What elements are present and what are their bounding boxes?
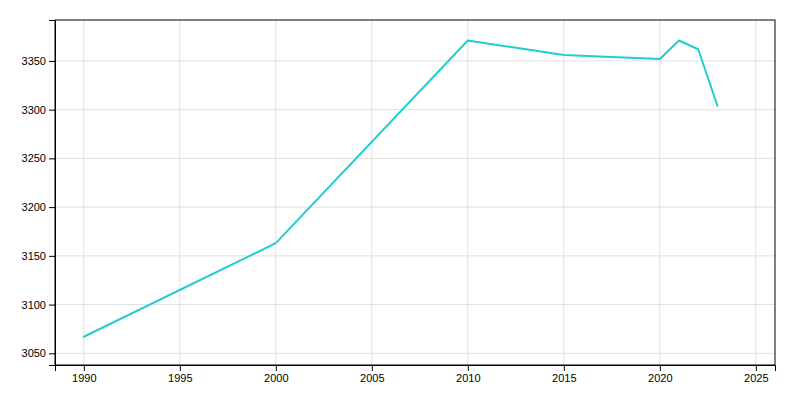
tick: 3350 [22, 55, 55, 67]
grid-line-y [55, 60, 775, 61]
tick: 3300 [22, 104, 55, 116]
tick-label: 1995 [168, 372, 192, 384]
tick-label: 3300 [22, 104, 46, 116]
axis-line [49, 21, 56, 366]
marks [84, 40, 718, 336]
grid-line-x [467, 20, 468, 365]
tick-label: 3350 [22, 55, 46, 67]
grid-line-y [55, 255, 775, 256]
plot: 1990 1995 2000 2005 2010 2015 2020 2025 3050 3100… [22, 20, 776, 384]
plot-frame [55, 20, 775, 365]
tick-mark [180, 365, 181, 371]
grid-line-x [83, 20, 84, 365]
x-axis: 1990 1995 2000 2005 2010 2015 2020 2025 [56, 365, 776, 384]
axis-line [56, 366, 776, 372]
tick: 3250 [22, 152, 55, 164]
tick: 1995 [168, 365, 192, 384]
grid-line-x [563, 20, 564, 365]
tick-mark [49, 158, 55, 159]
tick: 3100 [22, 299, 55, 311]
tick-mark [49, 353, 55, 354]
tick-mark [660, 365, 661, 371]
tick: 2015 [552, 365, 576, 384]
grid-line-y [55, 304, 775, 305]
tick-mark [49, 110, 55, 111]
tick: 2010 [456, 365, 480, 384]
tick-label: 3100 [22, 299, 46, 311]
y-axis: 3050 3100 3150 3200 3250 3300 3350 [22, 21, 56, 366]
tick-mark [49, 207, 55, 208]
tick-label: 2025 [744, 372, 768, 384]
tick-label: 3150 [22, 250, 46, 262]
tick-mark [49, 256, 55, 257]
grid-line-x [179, 20, 180, 365]
tick-mark [84, 365, 85, 371]
tick: 2005 [360, 365, 384, 384]
tick-mark [468, 365, 469, 371]
grid-line-y [55, 353, 775, 354]
tick-mark [49, 61, 55, 62]
tick: 1990 [72, 365, 96, 384]
grid-line-x [275, 20, 276, 365]
grid-line-y [55, 207, 775, 208]
tick-label: 2020 [648, 372, 672, 384]
tick: 3050 [22, 347, 55, 359]
tick-mark [756, 365, 757, 371]
tick: 3150 [22, 250, 55, 262]
grid-line-x [371, 20, 372, 365]
tick-label: 2010 [456, 372, 480, 384]
tick: 2025 [744, 365, 768, 384]
tick-label: 2015 [552, 372, 576, 384]
grid-line-x [755, 20, 756, 365]
tick-label: 3250 [22, 152, 46, 164]
grid [55, 20, 775, 365]
grid-line-y [55, 158, 775, 159]
tick: 3200 [22, 201, 55, 213]
tick-mark [372, 365, 373, 371]
tick: 2000 [264, 365, 288, 384]
tick: 2020 [648, 365, 672, 384]
grid-line-x [659, 20, 660, 365]
tick-mark [564, 365, 565, 371]
tick-label: 3200 [22, 201, 46, 213]
tick-mark [276, 365, 277, 371]
tick-label: 3050 [22, 347, 46, 359]
chart: 1990 1995 2000 2005 2010 2015 2020 2025 3050 3100… [0, 0, 800, 400]
line [84, 40, 718, 336]
grid-line-y [55, 109, 775, 110]
tick-label: 2000 [264, 372, 288, 384]
tick-label: 1990 [72, 372, 96, 384]
tick-label: 2005 [360, 372, 384, 384]
tick-mark [49, 305, 55, 306]
